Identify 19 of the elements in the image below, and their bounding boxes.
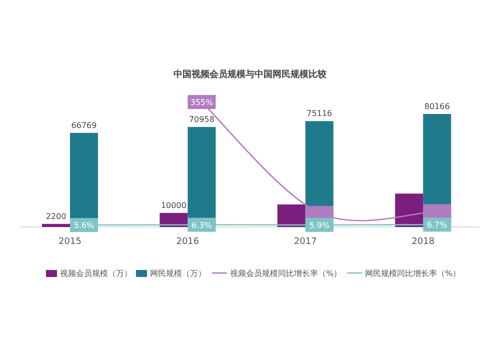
bar bbox=[277, 204, 306, 227]
bar bbox=[42, 224, 70, 227]
data-label: 75116 bbox=[306, 109, 332, 118]
x-tick-label: 2016 bbox=[176, 237, 200, 247]
x-tick-label: 2017 bbox=[294, 237, 317, 247]
x-tick-label: 2018 bbox=[412, 237, 435, 247]
bar bbox=[395, 194, 424, 227]
legend-label: 视频会员规模同比增长率（%） bbox=[230, 269, 342, 278]
data-label: 10000 bbox=[160, 200, 186, 210]
chart-title: 中国视频会员规模与中国网民规模比较 bbox=[174, 69, 328, 80]
data-label: 2200 bbox=[46, 212, 66, 221]
data-label: 355% bbox=[190, 98, 214, 107]
legend-label: 视频会员规模（万） bbox=[60, 269, 132, 278]
data-label: 66769 bbox=[71, 120, 97, 130]
x-tick-label: 2015 bbox=[58, 237, 82, 247]
legend-label: 网民规模同比增长率（%） bbox=[365, 269, 461, 278]
legend-label: 网民规模（万） bbox=[150, 269, 206, 278]
data-label: 80166 bbox=[424, 102, 450, 111]
data-label: 70958 bbox=[188, 114, 214, 124]
